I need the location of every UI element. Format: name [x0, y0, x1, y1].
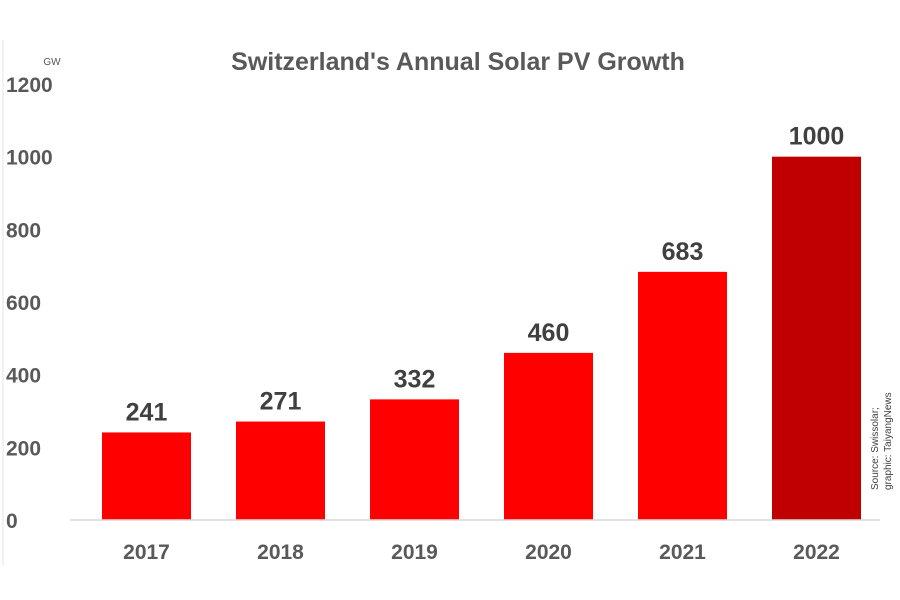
bar-2022: [772, 156, 861, 520]
data-label-2019: 332: [394, 365, 436, 393]
x-tick-label-2020: 2020: [525, 541, 572, 564]
x-tick-label-2021: 2021: [659, 541, 706, 564]
x-tick-label-2019: 2019: [391, 541, 438, 564]
y-tick-label: 200: [6, 437, 41, 460]
data-label-2020: 460: [528, 319, 570, 347]
y-tick-label: 1000: [6, 147, 53, 170]
source-line-1: Source: Swissolar;: [870, 407, 881, 490]
data-label-2022: 1000: [789, 123, 845, 151]
source-line-2: graphic: TaiyangNews: [883, 392, 894, 490]
y-tick-label: 400: [6, 365, 41, 388]
x-tick-label-2018: 2018: [257, 541, 304, 564]
bar-2018: [236, 421, 325, 520]
data-label-2021: 683: [662, 238, 704, 266]
data-label-2018: 271: [260, 388, 302, 416]
bar-2021: [638, 271, 727, 520]
y-tick-label: 600: [6, 292, 41, 315]
y-tick-label: 800: [6, 219, 41, 242]
chart-title: Switzerland's Annual Solar PV Growth: [231, 48, 685, 76]
data-label-2017: 241: [126, 398, 168, 426]
y-tick-label: 0: [6, 510, 18, 533]
bar-2017: [102, 432, 191, 520]
y-axis-unit: GW: [43, 57, 61, 68]
source-note: Source: Swissolar; graphic: TaiyangNews: [870, 392, 894, 490]
x-tick-label-2017: 2017: [123, 541, 170, 564]
y-tick-label: 1200: [6, 74, 53, 97]
bar-2019: [370, 399, 459, 520]
x-tick-label-2022: 2022: [793, 541, 840, 564]
bar-2020: [504, 352, 593, 520]
